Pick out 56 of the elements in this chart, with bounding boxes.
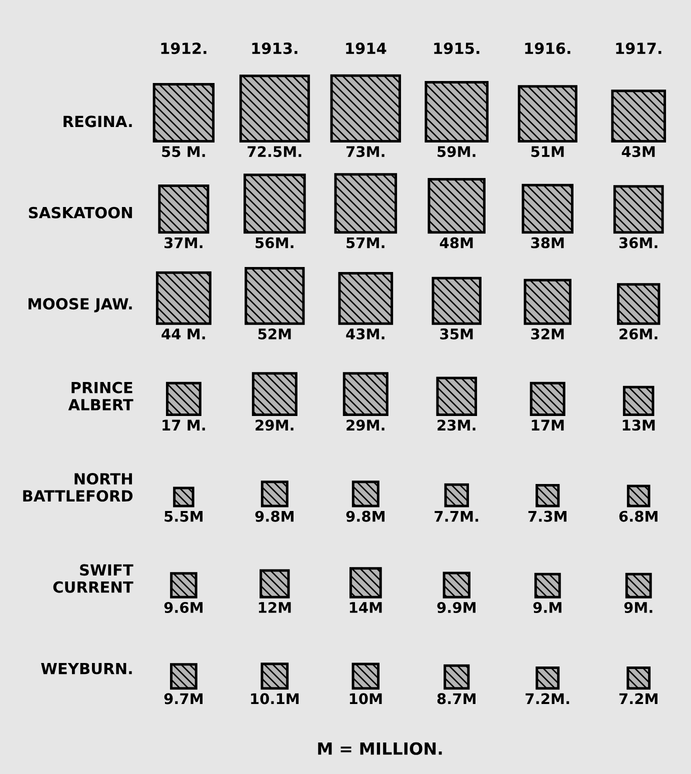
data-label: 51M xyxy=(531,146,564,158)
y-tick-label: NORTH BATTLEFORD xyxy=(23,472,133,502)
data-label: 72.5M. xyxy=(248,146,302,158)
data-label: 12M xyxy=(258,602,291,613)
x-tick-label: 1917. xyxy=(616,42,662,54)
data-label: 5.5M xyxy=(164,510,203,522)
data-label: 36M. xyxy=(619,237,658,248)
data-label: 55 M. xyxy=(162,146,205,158)
data-label: 38M xyxy=(531,237,564,248)
data-label: 23M. xyxy=(438,420,476,431)
data-label: 9.M xyxy=(533,602,562,614)
data-label: 73M. xyxy=(346,146,384,158)
data-label: 29M. xyxy=(256,420,294,431)
y-tick-label: WEYBURN. xyxy=(41,662,132,674)
data-label: 9.8M xyxy=(346,510,384,522)
data-label: 10.1M xyxy=(251,693,299,704)
data-label: 32M xyxy=(531,328,564,340)
data-label: 6.8M xyxy=(619,510,658,522)
x-tick-label: 1913. xyxy=(252,42,298,54)
x-tick-label: 1912. xyxy=(161,42,206,54)
data-label: 56M. xyxy=(256,237,294,248)
data-label: 7.7M. xyxy=(434,510,478,522)
data-label: 9M. xyxy=(624,602,652,614)
y-tick-label: SWIFT CURRENT xyxy=(53,564,134,593)
data-label: 52M xyxy=(258,328,291,340)
data-label: 7.3M xyxy=(528,510,566,522)
y-tick-label: MOOSE JAW. xyxy=(28,298,132,312)
data-label: 43M. xyxy=(346,328,384,340)
data-label: 43M xyxy=(622,146,655,158)
data-label: 14M xyxy=(350,602,382,613)
data-label: 9.7M xyxy=(164,693,203,704)
y-tick-label: SASKATOON xyxy=(28,206,132,218)
data-label: 17 M. xyxy=(162,420,205,430)
y-tick-label: PRINCE ALBERT xyxy=(68,382,134,410)
data-label: 37M. xyxy=(164,237,202,248)
data-label: 9.6M xyxy=(164,602,203,614)
x-tick-label: 1915. xyxy=(434,42,480,54)
data-label: 9.8M xyxy=(255,510,294,522)
data-label: 44 M. xyxy=(162,328,205,340)
data-label: 10M xyxy=(350,693,382,704)
data-label: 26M. xyxy=(620,328,658,340)
x-tick-label: 1914 xyxy=(346,42,386,54)
y-tick-label: REGINA. xyxy=(64,116,132,128)
data-label: 59M. xyxy=(438,146,476,158)
x-tick-label: 1916. xyxy=(525,42,570,54)
data-label: 8.7M xyxy=(437,693,476,704)
data-label: 7.2M. xyxy=(526,693,570,704)
data-label: 57M. xyxy=(346,237,384,248)
data-label: 9.9M xyxy=(437,602,476,614)
data-label: 13M xyxy=(622,420,655,431)
data-label: 35M xyxy=(440,328,473,340)
data-label: 17M xyxy=(532,420,564,430)
data-label: 7.2M xyxy=(619,693,658,704)
data-label: 48M xyxy=(440,237,473,248)
text: M = MILLION. xyxy=(318,742,442,755)
data-label: 29M. xyxy=(346,420,384,431)
